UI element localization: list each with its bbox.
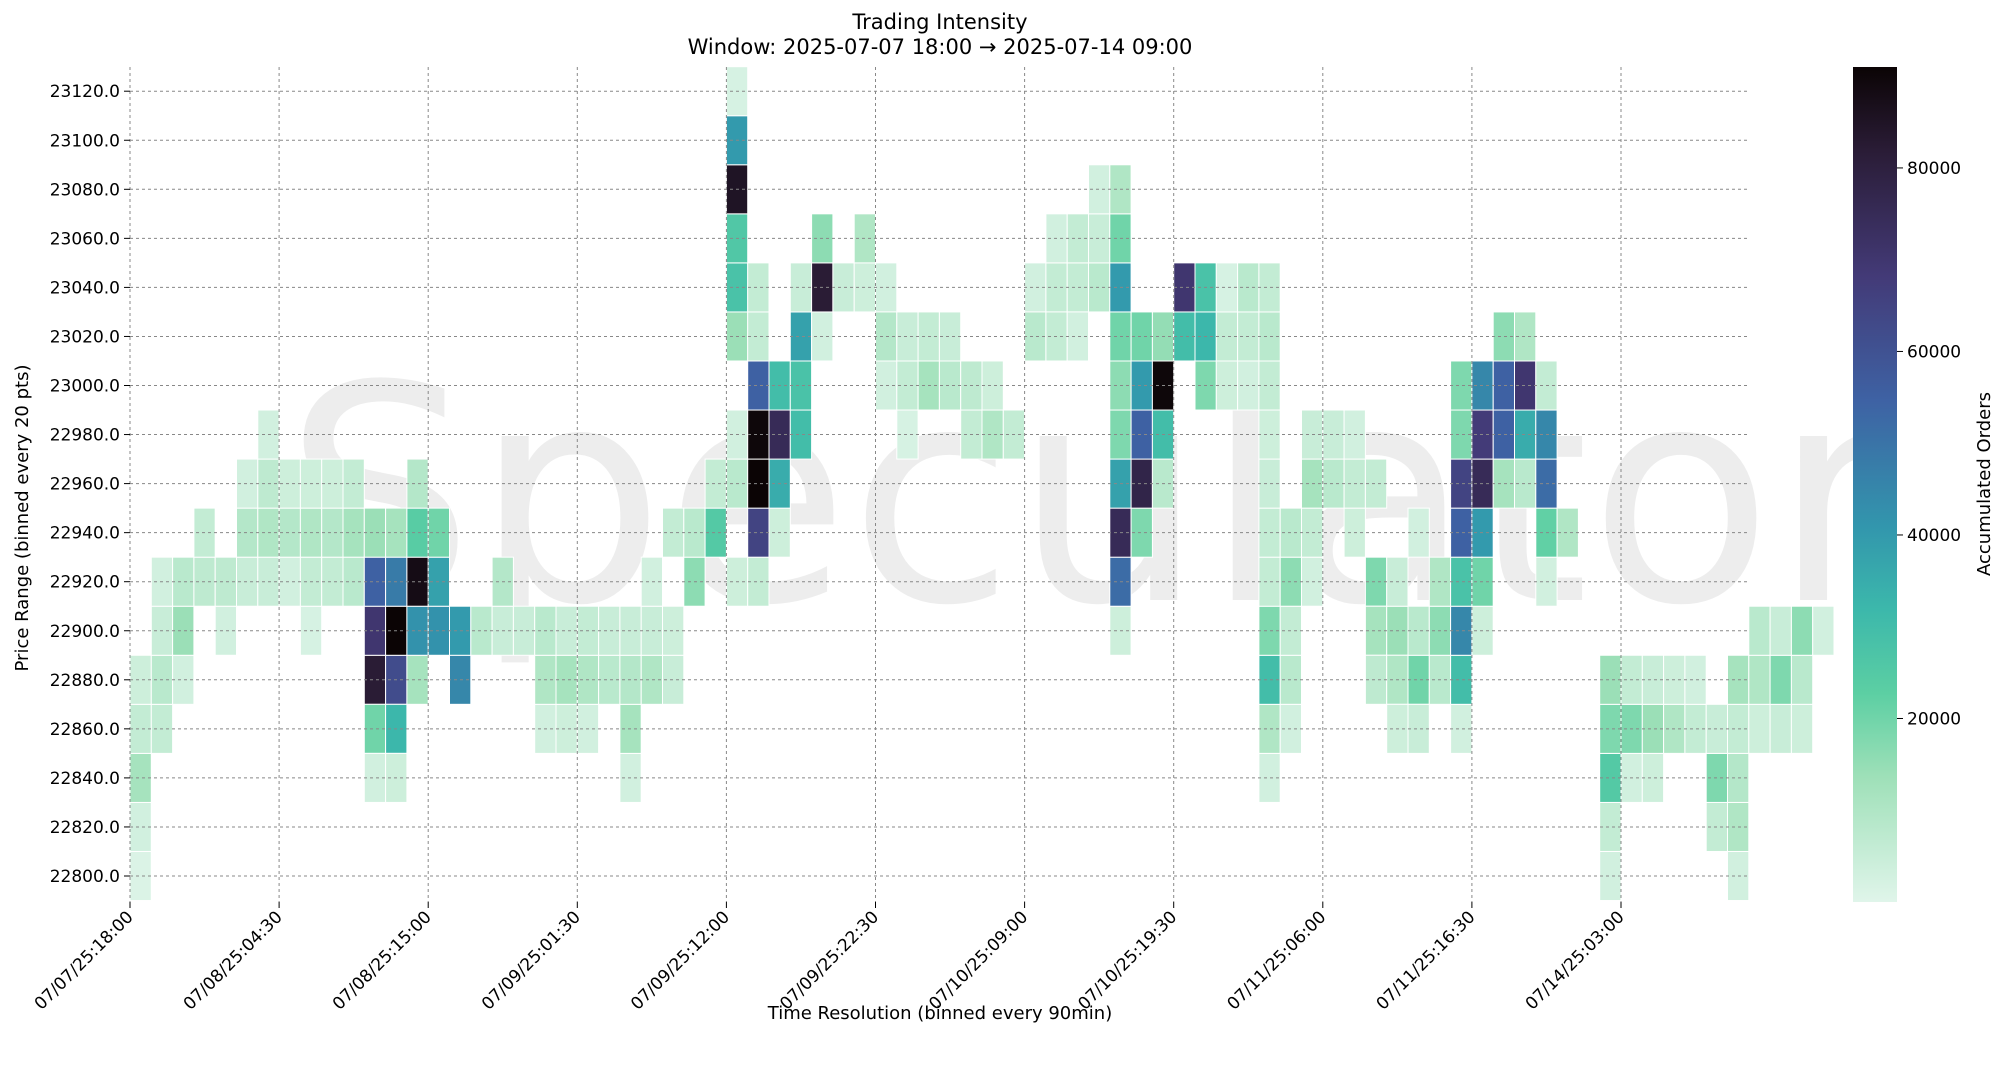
- heatmap-cell: [1790, 703, 1814, 754]
- x-tick-label: 07/08/25:15:00: [329, 907, 436, 1014]
- colorbar-tick-label: 60000: [1907, 342, 1961, 362]
- y-tick-label: 22840.0: [50, 769, 120, 789]
- x-tick-label: 07/14/25:03:00: [1522, 907, 1629, 1014]
- chart-subtitle: Window: 2025-07-07 18:00 → 2025-07-14 09…: [688, 35, 1193, 59]
- x-tick-label: 07/08/25:04:30: [180, 907, 287, 1014]
- heatmap-cell: [1748, 703, 1771, 754]
- y-tick-label: 23080.0: [50, 180, 120, 200]
- heatmap-cell: [1790, 654, 1814, 705]
- colorbar-tick-label: 80000: [1907, 159, 1961, 179]
- colorbar-tick-label: 40000: [1907, 526, 1961, 546]
- heatmap-cell: [1769, 605, 1792, 656]
- y-tick-label: 22980.0: [50, 426, 120, 446]
- colorbar-ticks: 20000 40000 60000 80000: [1897, 159, 1961, 729]
- colorbar-label: Accumulated Orders: [1974, 392, 1995, 576]
- grid-lines: [129, 67, 1750, 902]
- y-tick-label: 22800.0: [50, 867, 120, 887]
- heatmap-cell: [1748, 605, 1771, 656]
- y-tick-label: 22860.0: [50, 720, 120, 740]
- x-tick-label: 07/09/25:22:30: [776, 907, 883, 1014]
- y-tick-label: 22960.0: [50, 475, 120, 495]
- y-tick-label: 22880.0: [50, 671, 120, 691]
- y-axis-label: Price Range (binned every 20 pts): [12, 365, 33, 672]
- y-tick-label: 23120.0: [50, 82, 120, 102]
- x-tick-label: 07/10/25:19:30: [1074, 907, 1181, 1014]
- x-axis-label: Time Resolution (binned every 90min): [767, 1003, 1112, 1024]
- y-tick-label: 23060.0: [50, 229, 120, 249]
- heatmap-cell: [1769, 703, 1792, 754]
- heatmap-cell: [1812, 605, 1835, 656]
- colorbar-tick-label: 20000: [1907, 709, 1961, 729]
- x-tick-label: 07/10/25:09:00: [925, 907, 1032, 1014]
- colorbar: [1853, 67, 1897, 902]
- y-tick-label: 23040.0: [50, 278, 120, 298]
- y-tick-label: 22820.0: [50, 818, 120, 838]
- heatmap-cell: [1790, 605, 1814, 656]
- x-tick-label: 07/11/25:06:00: [1224, 907, 1331, 1014]
- y-tick-label: 22940.0: [50, 524, 120, 544]
- heatmap-cell: [1748, 654, 1771, 705]
- y-tick-label: 23020.0: [50, 327, 120, 347]
- y-tick-label: 22920.0: [50, 573, 120, 593]
- chart-title: Trading Intensity: [851, 10, 1027, 34]
- x-tick-label: 07/09/25:01:30: [478, 907, 585, 1014]
- y-tick-label: 23000.0: [50, 377, 120, 397]
- x-axis-ticks: 07/07/25:18:00 07/08/25:04:30 07/08/25:15:…: [31, 902, 1629, 1014]
- x-tick-label: 07/11/25:16:30: [1373, 907, 1480, 1014]
- heatmap-cell: [1769, 654, 1792, 705]
- y-axis-ticks: 23120.0 23100.0 23080.0 23060.0 23040.0 23020…: [50, 82, 130, 887]
- x-tick-label: 07/09/25:12:00: [627, 907, 734, 1014]
- x-tick-label: 07/07/25:18:00: [31, 907, 138, 1014]
- y-tick-label: 22900.0: [50, 622, 120, 642]
- y-tick-label: 23100.0: [50, 131, 120, 151]
